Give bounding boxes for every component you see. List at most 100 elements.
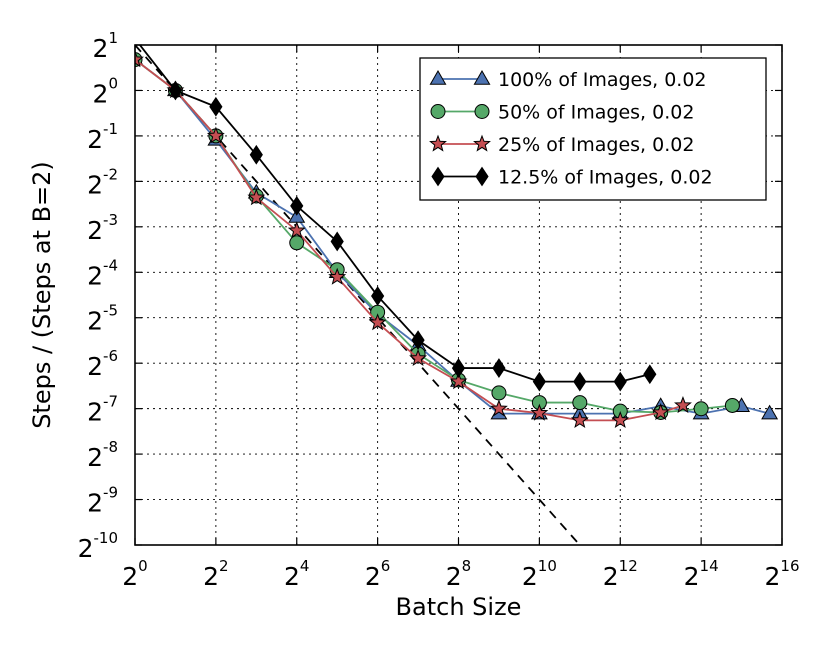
y-tick-base: 2: [78, 534, 94, 563]
y-tick-base: 2: [87, 216, 103, 245]
y-axis-title: Steps / (Steps at B=2): [28, 161, 56, 429]
y-tick-exponent: -7: [103, 393, 118, 411]
y-tick-exponent: -2: [103, 165, 118, 183]
data-point: [247, 188, 266, 206]
y-tick-base: 2: [87, 307, 103, 336]
series-3: [135, 50, 692, 429]
data-point: [206, 126, 225, 144]
x-tick-base: 2: [446, 562, 462, 591]
y-tick-exponent: -1: [103, 120, 118, 138]
data-point: [530, 403, 549, 421]
y-tick-base: 2: [87, 352, 103, 381]
data-point: [249, 144, 263, 165]
y-tick-base: 2: [87, 125, 103, 154]
legend-marker: [429, 134, 447, 152]
x-tick-exponent: 10: [538, 557, 557, 575]
y-tick-exponent: 0: [108, 74, 118, 92]
y-tick-base: 2: [87, 261, 103, 290]
data-point: [330, 231, 344, 252]
legend-item: 50% of Images, 0.02: [430, 102, 694, 124]
legend-item: 25% of Images, 0.02: [429, 134, 694, 156]
legend-label: 100% of Images, 0.02: [498, 69, 707, 91]
series-group: [135, 45, 779, 429]
y-tick-label: 2-1: [87, 120, 118, 154]
legend-marker: [474, 104, 490, 119]
y-tick-label: 2-6: [87, 347, 118, 381]
x-tick-label: 24: [284, 557, 309, 591]
x-tick-exponent: 0: [138, 557, 148, 575]
y-tick-exponent: -5: [103, 302, 118, 320]
legend-marker: [429, 69, 447, 85]
data-point: [491, 385, 507, 401]
y-tick-exponent: -4: [103, 256, 118, 274]
legend-item: 12.5% of Images, 0.02: [431, 166, 713, 189]
y-tick-base: 2: [93, 79, 109, 108]
data-point: [409, 349, 428, 367]
y-tick-label: 2-8: [87, 438, 118, 472]
data-point: [209, 96, 223, 117]
data-point: [611, 410, 630, 429]
y-tick-label: 2-9: [87, 484, 118, 518]
data-point: [368, 313, 387, 331]
x-tick-exponent: 16: [780, 557, 799, 575]
x-tick-base: 2: [284, 562, 300, 591]
x-tick-exponent: 4: [300, 557, 310, 575]
data-point: [570, 410, 589, 429]
data-point: [449, 372, 468, 390]
data-point: [451, 358, 466, 378]
y-tick-base: 2: [87, 398, 103, 427]
x-tick-base: 2: [765, 562, 781, 591]
x-tick-labels: 20 22 24 26 28 210 212 214 216: [122, 557, 799, 591]
y-tick-exponent: -9: [103, 484, 118, 502]
data-point: [287, 221, 306, 239]
x-tick-label: 28: [446, 557, 471, 591]
y-tick-label: 21: [93, 29, 118, 63]
y-tick-exponent: -10: [94, 529, 119, 547]
y-tick-exponent: -6: [103, 347, 118, 365]
data-point: [492, 358, 506, 378]
x-tick-base: 2: [203, 562, 219, 591]
x-tick-label: 214: [684, 557, 719, 591]
data-point: [693, 401, 709, 417]
x-tick-label: 210: [522, 557, 557, 591]
data-point: [573, 371, 587, 392]
data-point: [674, 396, 692, 414]
data-point: [135, 50, 144, 68]
series-line: [138, 45, 651, 383]
x-tick-base: 2: [122, 562, 138, 591]
x-tick-label: 212: [603, 557, 638, 591]
legend-marker: [430, 104, 446, 119]
data-point: [613, 371, 627, 392]
data-point: [328, 267, 347, 285]
x-tick-base: 2: [365, 562, 381, 591]
legend-marker: [475, 166, 489, 187]
y-tick-label: 2-10: [78, 529, 118, 563]
x-tick-exponent: 8: [462, 557, 472, 575]
data-point: [489, 399, 508, 417]
data-point: [643, 364, 657, 385]
data-point: [290, 195, 304, 216]
y-tick-base: 2: [87, 170, 103, 199]
x-tick-base: 2: [684, 562, 700, 591]
y-tick-exponent: -3: [103, 211, 118, 229]
y-tick-base: 2: [93, 34, 109, 63]
y-tick-exponent: -8: [103, 438, 118, 456]
x-tick-label: 26: [365, 557, 390, 591]
data-point: [761, 404, 779, 420]
y-tick-base: 2: [87, 489, 103, 518]
x-tick-exponent: 14: [700, 557, 719, 575]
legend-label: 50% of Images, 0.02: [498, 102, 694, 124]
data-point: [371, 286, 385, 306]
series-4: [135, 45, 657, 392]
x-tick-label: 216: [765, 557, 800, 591]
legend-label: 25% of Images, 0.02: [498, 134, 694, 156]
y-tick-label: 2-2: [87, 165, 118, 199]
legend-marker: [473, 69, 491, 85]
y-tick-base: 2: [87, 443, 103, 472]
y-tick-label: 20: [93, 74, 118, 108]
x-tick-base: 2: [522, 562, 538, 591]
x-axis-title: Batch Size: [396, 593, 522, 621]
x-tick-label: 22: [203, 557, 228, 591]
x-tick-exponent: 12: [619, 557, 638, 575]
